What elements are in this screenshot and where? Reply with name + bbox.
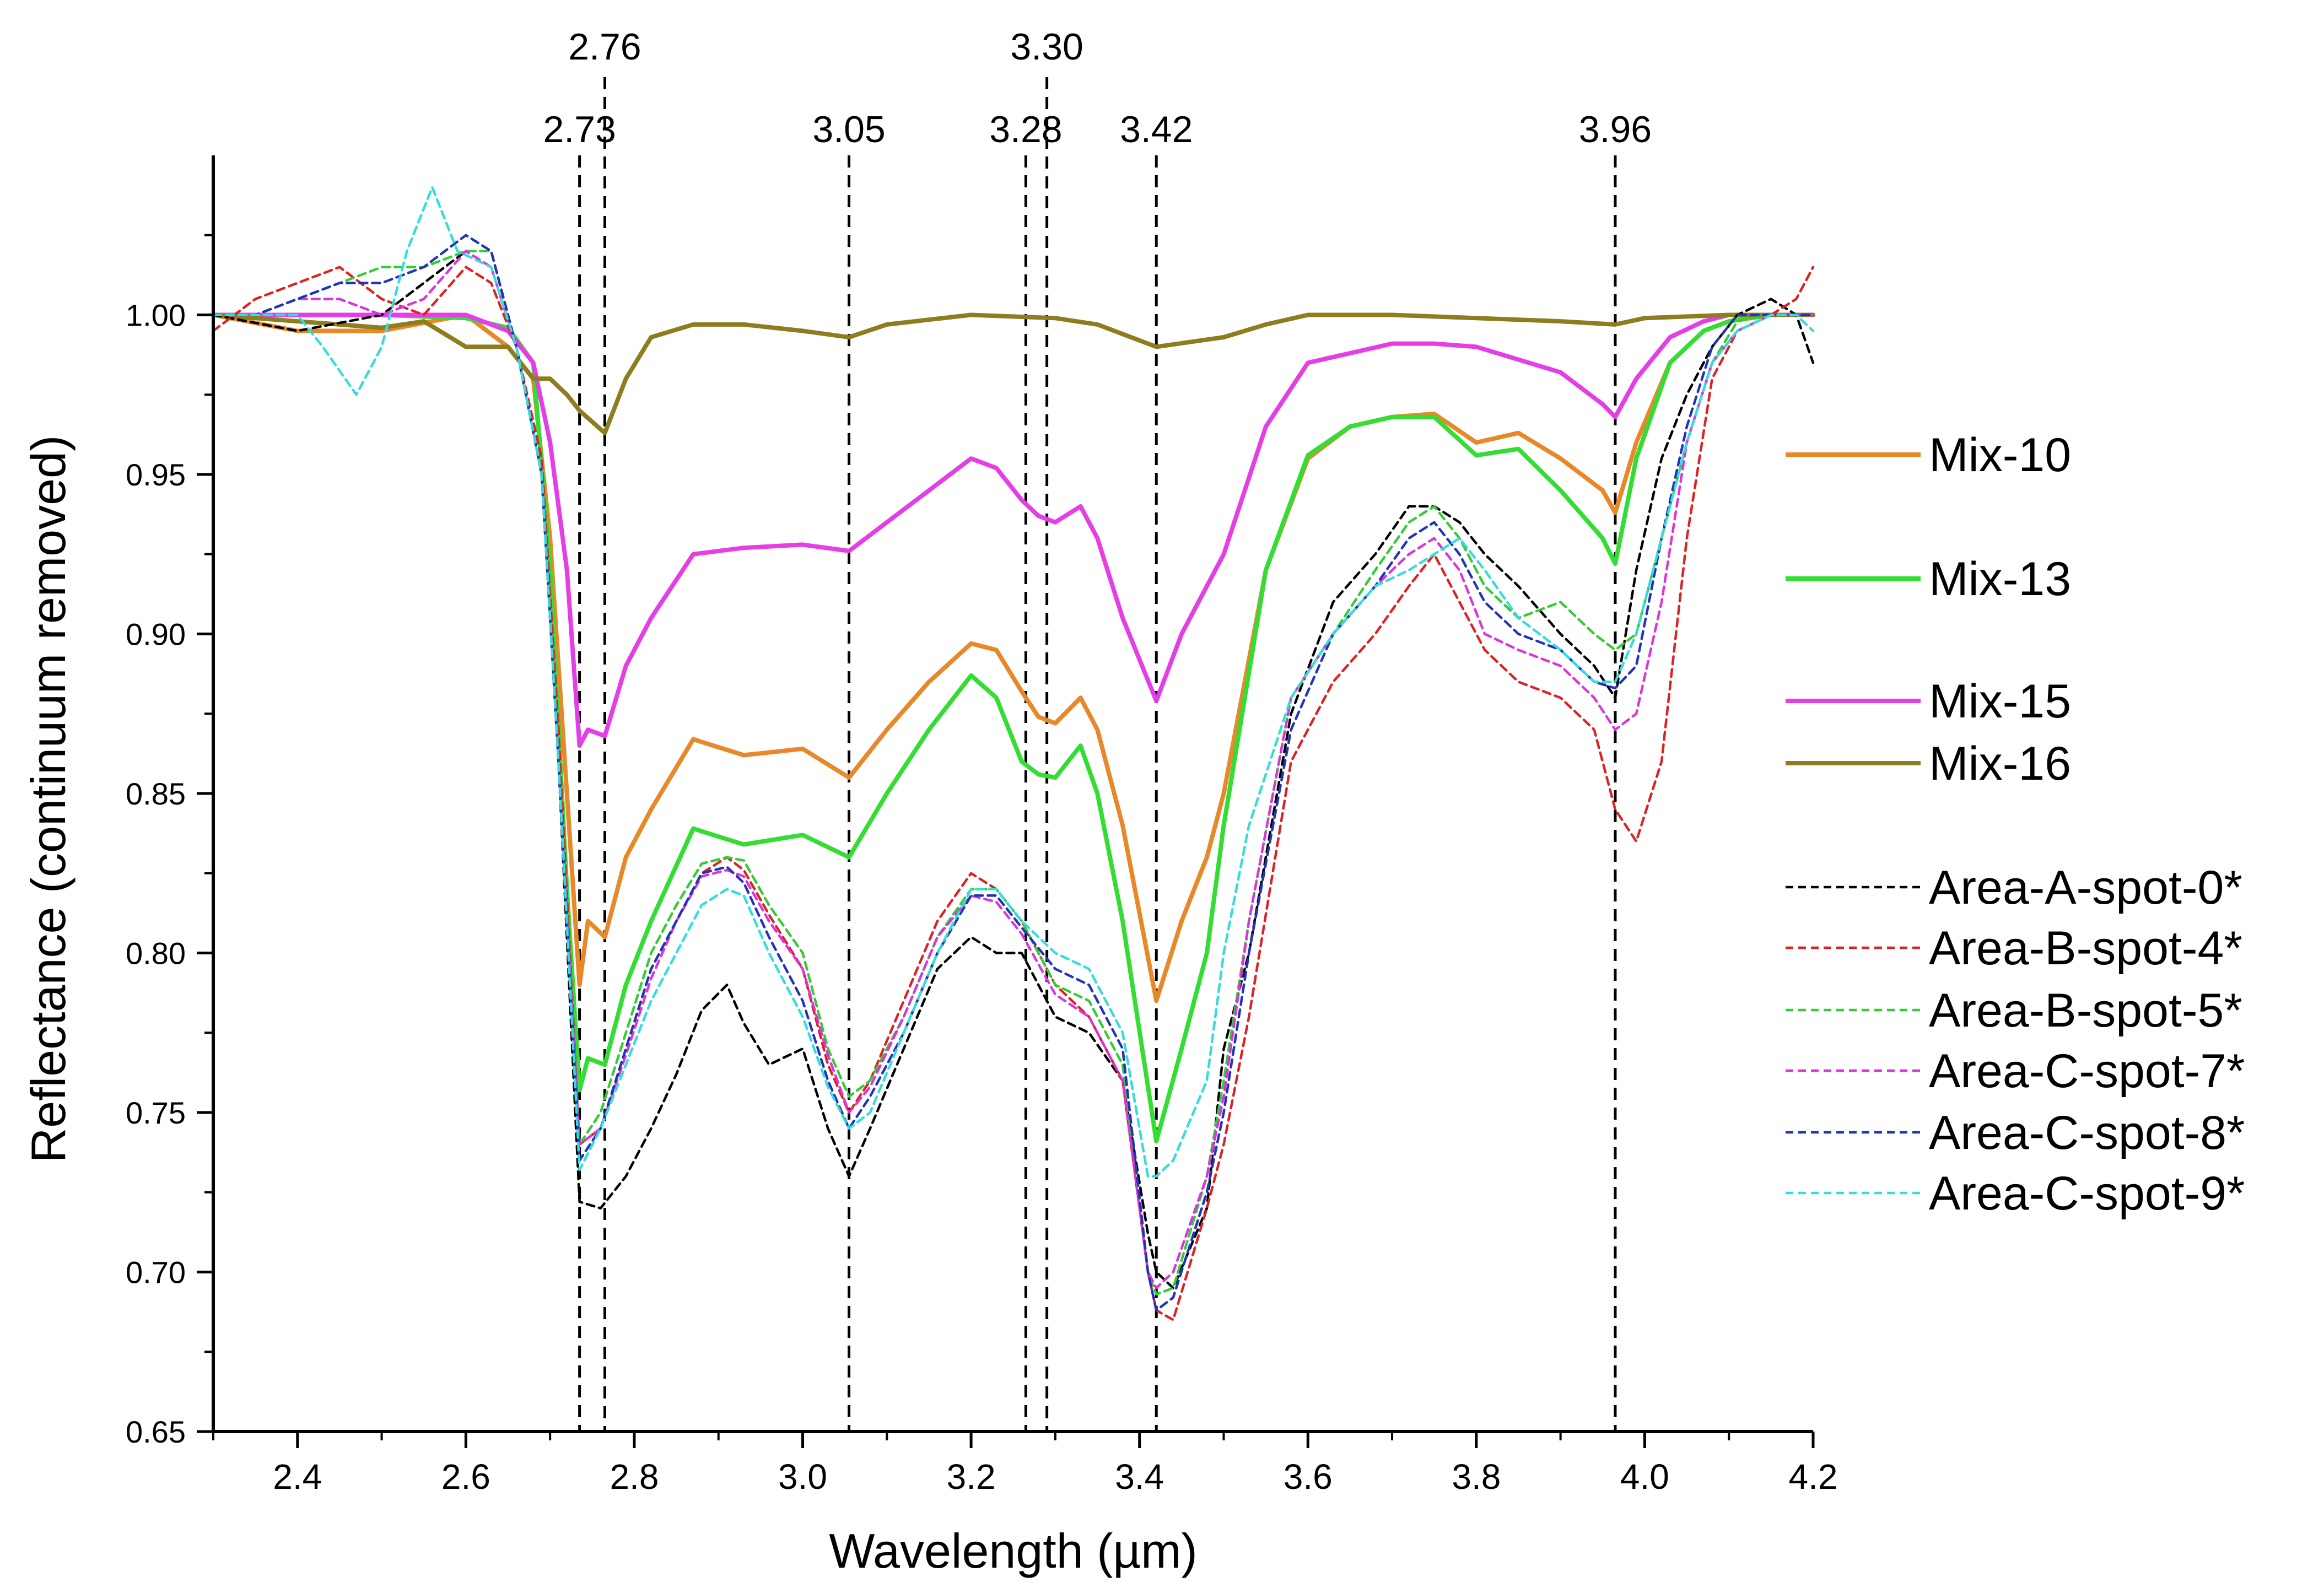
series-line-area-b-spot-5 [212, 250, 1815, 1296]
x-tick-label: 4.2 [1789, 1457, 1838, 1497]
reference-line-label-6: 3.96 [1579, 109, 1652, 150]
series-line-area-c-spot-8 [212, 234, 1815, 1312]
legend-item-area-c-spot-8: Area-C-spot-8* [1786, 1106, 2245, 1159]
legend-item-area-b-spot-5: Area-B-spot-5* [1786, 984, 2242, 1037]
series-line-area-a-spot-0 [212, 250, 1815, 1289]
y-tick-label: 0.95 [126, 457, 186, 492]
series-line-mix-13 [211, 312, 1815, 1144]
legend-item-mix-15: Mix-15 [1786, 675, 2071, 728]
x-axis-title: Wavelength (µm) [829, 1524, 1198, 1578]
legend-item-area-c-spot-9: Area-C-spot-9* [1786, 1167, 2245, 1220]
legend-label: Mix-10 [1929, 429, 2071, 482]
series-line-area-b-spot-4 [212, 266, 1815, 1321]
y-tick-label: 0.65 [126, 1414, 186, 1449]
series-line-area-c-spot-9 [212, 186, 1815, 1178]
axes: 0.65 0.70 0.75 0.80 0.85 0.90 0.95 1.00 2.4 2.6 2.… [21, 155, 1837, 1578]
legend-label: Area-B-spot-4* [1929, 922, 2242, 975]
x-tick-label: 3.0 [778, 1457, 827, 1497]
legend-item-area-b-spot-4: Area-B-spot-4* [1786, 922, 2242, 975]
x-tick-label: 2.4 [273, 1457, 322, 1497]
series-line-mix-15 [211, 312, 1815, 748]
legend-label: Area-A-spot-0* [1929, 861, 2242, 914]
y-tick-label: 0.80 [126, 936, 186, 971]
y-tick-label: 0.75 [126, 1095, 186, 1130]
y-tick-label: 0.85 [126, 776, 186, 811]
legend-label: Area-C-spot-7* [1929, 1045, 2245, 1098]
series-line-mix-16 [211, 312, 1815, 435]
y-tick-label: 0.90 [126, 617, 186, 652]
reference-line-label-3: 3.28 [989, 109, 1062, 150]
y-tick-label: 0.70 [126, 1255, 186, 1290]
legend-item-mix-16: Mix-16 [1786, 737, 2071, 790]
x-tick-label: 2.6 [441, 1457, 490, 1497]
legend: Mix-10 Mix-13 Mix-15 Mix-16 Area-A-spot-0* Ar… [1786, 429, 2245, 1220]
x-tick-label: 2.8 [610, 1457, 659, 1497]
x-tick-label: 3.4 [1115, 1457, 1164, 1497]
x-tick-label: 3.2 [947, 1457, 996, 1497]
reference-line-label-1: 2.76 [568, 26, 641, 68]
legend-label: Area-B-spot-5* [1929, 984, 2242, 1037]
y-tick-label: 1.00 [126, 298, 186, 333]
series-line-area-c-spot-7 [212, 250, 1815, 1289]
reference-line-label-4: 3.30 [1010, 26, 1083, 68]
x-tick-label: 3.8 [1452, 1457, 1501, 1497]
y-axis-title: Reflectance (continuum removed) [21, 435, 76, 1163]
legend-label: Area-C-spot-9* [1929, 1167, 2245, 1220]
legend-label: Mix-15 [1929, 675, 2071, 728]
reference-line-label-2: 3.05 [812, 109, 885, 150]
legend-item-area-c-spot-7: Area-C-spot-7* [1786, 1045, 2245, 1098]
x-tick-label: 3.6 [1284, 1457, 1333, 1497]
legend-label: Mix-16 [1929, 737, 2071, 790]
series-line-mix-10 [211, 312, 1815, 1003]
reference-line-label-5: 3.42 [1120, 109, 1193, 150]
legend-item-mix-13: Mix-13 [1786, 553, 2071, 606]
x-tick-label: 4.0 [1620, 1457, 1669, 1497]
legend-item-mix-10: Mix-10 [1786, 429, 2071, 482]
series-group [211, 186, 1815, 1321]
reference-lines: 2.732.763.05 3.283.303.42 3.96 [543, 26, 1652, 1432]
legend-label: Mix-13 [1929, 553, 2071, 606]
legend-label: Area-C-spot-8* [1929, 1106, 2245, 1159]
legend-item-area-a-spot-0: Area-A-spot-0* [1786, 861, 2242, 914]
